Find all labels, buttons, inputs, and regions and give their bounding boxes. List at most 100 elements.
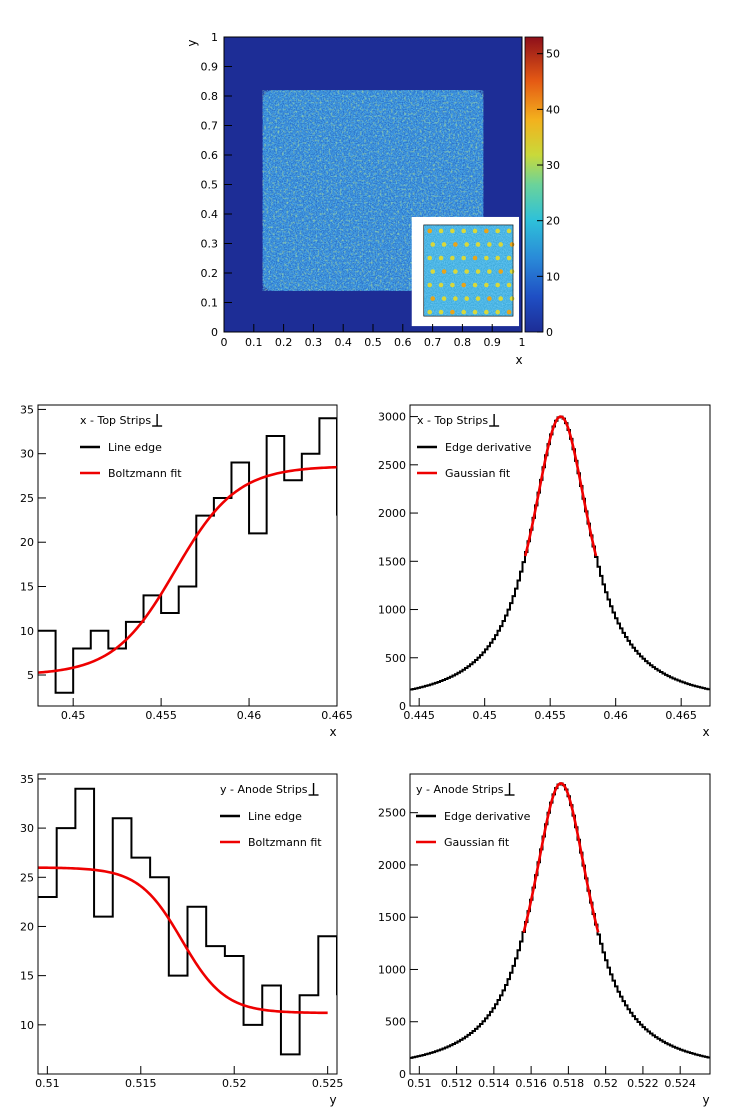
x-tick-label: 0.4 xyxy=(334,336,352,349)
inset-spot xyxy=(438,282,444,288)
y-tick-label: 30 xyxy=(20,822,34,835)
y-tick-label: 500 xyxy=(385,652,406,665)
colorbar-tick-label: 30 xyxy=(546,159,560,172)
legend-entry: Line edge xyxy=(108,441,162,454)
y-tick-label: 25 xyxy=(20,492,34,505)
x-axis-label: x xyxy=(702,725,709,739)
inset-spot xyxy=(498,242,503,247)
y-tick-label: 0.3 xyxy=(201,238,219,251)
y-tick-label: 35 xyxy=(20,773,34,786)
series-fit-curve xyxy=(522,782,600,933)
colorbar-tick-label: 20 xyxy=(546,215,560,228)
x-tick-label: 0.7 xyxy=(424,336,442,349)
axes-frame xyxy=(409,404,711,707)
y-tick-label: 0.9 xyxy=(201,61,219,74)
inset-spot xyxy=(475,242,481,247)
axes-frame xyxy=(409,773,711,1075)
inset-spot xyxy=(484,255,489,261)
inset-spot xyxy=(461,309,467,315)
y-axis-label: y xyxy=(185,39,199,46)
x-tick-label: 0.514 xyxy=(478,1077,510,1090)
y-tick-label: 500 xyxy=(385,1016,406,1029)
x-tick-label: 0.516 xyxy=(515,1077,547,1090)
y-tick-label: 20 xyxy=(20,920,34,933)
inset-spot xyxy=(498,269,503,274)
inset-spot xyxy=(506,255,512,261)
series-line-edge xyxy=(38,417,337,694)
inset-spot xyxy=(498,296,503,301)
axes-frame xyxy=(37,404,338,707)
inset-spot xyxy=(464,269,470,274)
x-tick-label: 0.8 xyxy=(454,336,472,349)
y-tick-label: 2000 xyxy=(378,859,406,872)
legend-title: x - Top Strips xyxy=(417,414,488,427)
x-tick-label: 0.465 xyxy=(321,709,353,722)
panel-3: 0.51 0.515 0.52 0.525 10 15 20 25 30 35 y y - Anode… xyxy=(20,773,343,1107)
inset-spot xyxy=(441,242,447,247)
x-tick-label: 0.5 xyxy=(364,336,382,349)
x-tick-label: 0.45 xyxy=(61,709,86,722)
x-tick-label: 0.6 xyxy=(394,336,412,349)
inset-axes xyxy=(423,224,514,317)
inset-spot xyxy=(487,269,492,274)
panel-1: 0.45 0.455 0.46 0.465 5 10 15 20 25 30 35 x x - Top … xyxy=(20,403,353,739)
inset-spot xyxy=(450,309,455,315)
inset-spot xyxy=(427,228,433,234)
y-tick-label: 1 xyxy=(211,31,218,44)
inset-spot xyxy=(453,296,458,301)
series-edge-derivative xyxy=(410,415,710,691)
x-tick-label: 0.525 xyxy=(312,1077,344,1090)
inset-spot xyxy=(484,309,489,315)
y-tick-label: 0.5 xyxy=(201,179,219,192)
series-line-edge xyxy=(38,787,337,1056)
inset-spot xyxy=(472,255,478,261)
y-tick-label: 1500 xyxy=(378,911,406,924)
x-axis-label: x xyxy=(515,353,522,367)
y-tick-label: 15 xyxy=(20,970,34,983)
legend-entry: Gaussian fit xyxy=(445,467,511,480)
y-tick-label: 0.6 xyxy=(201,149,219,162)
inset-spot xyxy=(495,282,500,288)
x-tick-label: 0.1 xyxy=(245,336,263,349)
inset-spot xyxy=(427,309,433,315)
inset-spot xyxy=(427,255,433,261)
colorbar-tick-label: 40 xyxy=(546,103,560,116)
inset-spot xyxy=(438,228,444,234)
x-tick-label: 0.524 xyxy=(664,1077,696,1090)
axes-frame xyxy=(37,773,338,1075)
legend-title: y - Anode Strips xyxy=(416,783,504,796)
inset-spot xyxy=(441,296,447,301)
x-tick-label: 0.445 xyxy=(403,709,435,722)
x-tick-label: 1 xyxy=(519,336,526,349)
y-tick-label: 25 xyxy=(20,871,34,884)
x-tick-label: 0.522 xyxy=(627,1077,659,1090)
legend-entry: Gaussian fit xyxy=(444,836,510,849)
series-fit-curve xyxy=(38,465,337,674)
inset-spot xyxy=(464,296,470,301)
y-tick-label: 0 xyxy=(399,1068,406,1081)
legend-entry: Edge derivative xyxy=(445,441,532,454)
x-tick-label: 0.52 xyxy=(222,1077,247,1090)
inset-spot xyxy=(461,228,467,234)
x-tick-label: 0.51 xyxy=(35,1077,60,1090)
x-tick-label: 0.46 xyxy=(237,709,262,722)
inset-spot xyxy=(450,255,455,261)
y-tick-label: 2500 xyxy=(378,459,406,472)
inset-spot xyxy=(509,242,515,247)
x-tick-label: 0.9 xyxy=(483,336,501,349)
colorbar-tick-label: 50 xyxy=(546,48,560,61)
colorbar-tick-label: 10 xyxy=(546,270,560,283)
y-tick-label: 0 xyxy=(211,326,218,339)
inset-spot xyxy=(484,228,489,234)
inset-spot xyxy=(453,242,458,247)
inset-spot xyxy=(475,269,481,274)
y-tick-label: 0.7 xyxy=(201,120,219,133)
inset-spot xyxy=(495,309,500,315)
panel-4: 0.51 0.512 0.514 0.516 0.518 0.52 0.522 0.524 0 5… xyxy=(378,773,711,1107)
x-tick-label: 0.515 xyxy=(125,1077,157,1090)
inset-spot xyxy=(430,269,436,274)
x-tick-label: 0.46 xyxy=(603,709,628,722)
legend-entry: Edge derivative xyxy=(444,810,531,823)
x-tick-label: 0.455 xyxy=(534,709,566,722)
